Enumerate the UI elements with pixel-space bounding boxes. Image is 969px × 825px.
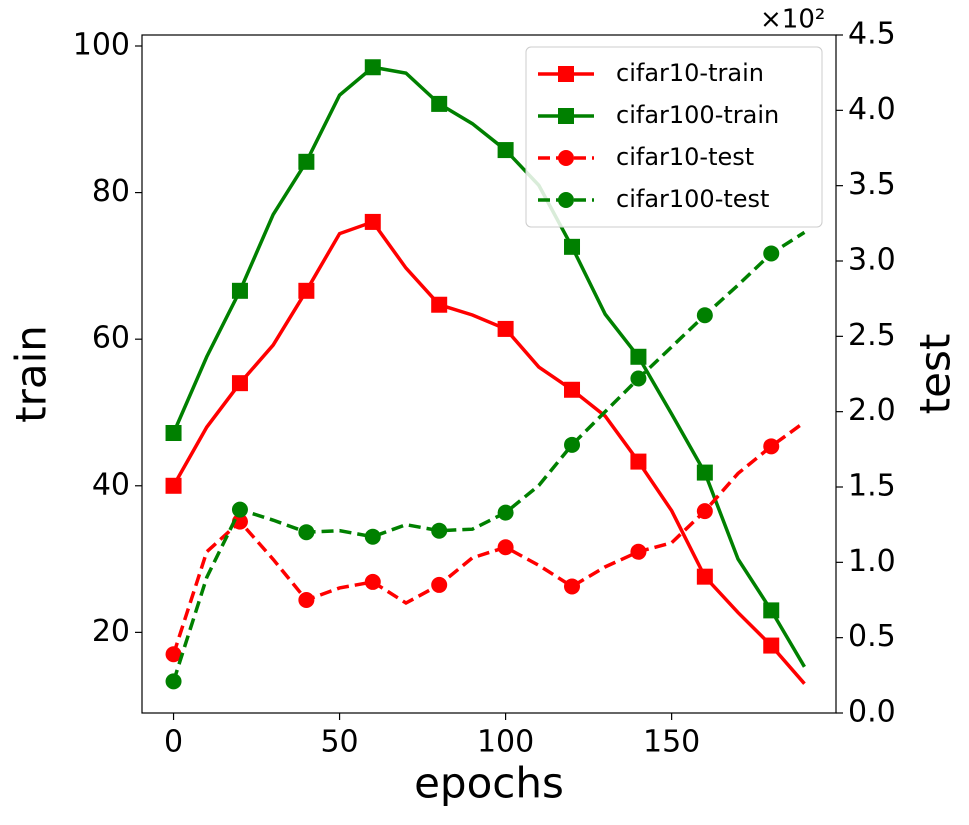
data-point <box>364 213 381 230</box>
data-point <box>497 142 514 159</box>
x-tick-label: 50 <box>320 725 358 760</box>
y2-tick-label: 2.5 <box>848 318 896 353</box>
data-point <box>497 504 514 521</box>
y2-tick-label: 0.0 <box>848 695 896 730</box>
data-point <box>497 320 514 337</box>
data-point <box>231 513 248 530</box>
y-axis-label: train <box>7 325 56 423</box>
data-point <box>364 528 381 545</box>
data-point <box>630 453 647 470</box>
series-line <box>172 219 806 685</box>
y2-offset-label: ×10² <box>760 5 825 35</box>
legend-label: cifar100-test <box>616 185 769 213</box>
data-point <box>231 282 248 299</box>
data-point <box>231 501 248 518</box>
data-point <box>298 592 315 608</box>
series-line <box>171 420 806 655</box>
data-point <box>298 153 315 170</box>
data-point <box>165 477 182 494</box>
legend-marker <box>558 192 574 208</box>
data-point <box>231 375 248 392</box>
y-tick-label: 20 <box>92 614 130 649</box>
data-point <box>165 425 182 442</box>
y2-tick-label: 1.5 <box>848 469 896 504</box>
data-point <box>696 503 713 520</box>
data-point <box>564 238 581 255</box>
data-point <box>564 436 581 453</box>
y-tick-label: 100 <box>73 27 130 62</box>
legend-label: cifar10-test <box>616 143 754 171</box>
x-tick-label: 100 <box>477 725 534 760</box>
x-tick-label: 150 <box>643 725 700 760</box>
data-point <box>696 307 713 324</box>
legend-marker <box>558 108 574 124</box>
data-point <box>364 573 381 590</box>
y-tick-label: 60 <box>92 321 130 356</box>
legend-box <box>525 46 823 228</box>
data-point <box>763 637 780 654</box>
y-tick-label: 40 <box>92 467 130 502</box>
x-axis-label: epochs <box>414 759 564 808</box>
data-point <box>431 576 448 593</box>
data-point <box>431 522 448 539</box>
data-point <box>763 602 780 619</box>
y2-tick-label: 3.0 <box>848 243 896 278</box>
data-point <box>431 95 448 112</box>
data-point <box>298 524 315 541</box>
data-point <box>763 438 780 455</box>
data-point <box>298 282 315 299</box>
legend-marker <box>558 150 574 166</box>
data-point <box>630 370 647 387</box>
data-point <box>630 348 647 365</box>
y2-tick-label: 4.0 <box>848 92 896 127</box>
plot-frame <box>141 34 837 714</box>
y2-tick-label: 0.5 <box>848 619 896 654</box>
y2-tick-label: 3.5 <box>848 167 896 202</box>
x-tick-label: 0 <box>164 725 183 760</box>
y2-tick-label: 1.0 <box>848 544 896 579</box>
y-tick-label: 80 <box>92 174 130 209</box>
series-line <box>171 230 806 682</box>
data-point <box>497 539 514 556</box>
y2-tick-label: 4.5 <box>848 17 896 52</box>
legend-label: cifar100-train <box>616 101 779 129</box>
data-point <box>564 381 581 398</box>
data-point <box>696 464 713 481</box>
y2-tick-label: 2.0 <box>848 393 896 428</box>
data-point <box>165 646 182 663</box>
data-point <box>763 245 780 262</box>
data-point <box>165 673 182 690</box>
data-point <box>630 543 647 560</box>
data-point <box>564 578 581 595</box>
y2-axis-label: test <box>911 334 960 415</box>
series-line <box>171 65 806 668</box>
data-point <box>696 568 713 585</box>
legend-marker <box>558 66 574 82</box>
data-point <box>364 59 381 76</box>
legend-label: cifar10-train <box>616 59 764 87</box>
data-point <box>431 296 448 313</box>
